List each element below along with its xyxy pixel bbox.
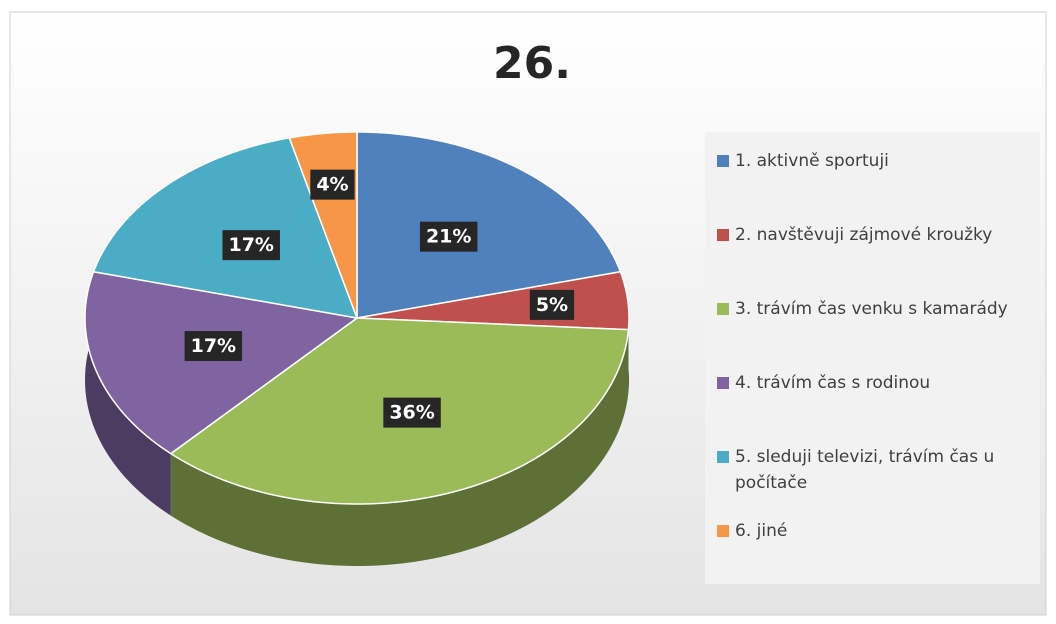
legend-swatch — [717, 303, 729, 315]
legend-swatch — [717, 451, 729, 463]
data-label: 17% — [222, 230, 280, 261]
data-label-box — [383, 397, 441, 428]
data-label: 5% — [529, 289, 575, 320]
data-label-text: 17% — [191, 335, 236, 357]
legend-swatch — [717, 377, 729, 389]
slice — [356, 131, 622, 319]
legend: 1. aktivně sportuji 2. navštěvuji zájmové… — [705, 132, 1040, 584]
legend-item: 6. jiné — [717, 518, 1030, 544]
legend-item: 4. trávím čas s rodinou — [717, 370, 1030, 396]
legend-label: 3. trávím čas venku s kamarády — [735, 299, 1008, 319]
legend-swatch — [717, 229, 729, 241]
data-label-box — [184, 331, 243, 362]
legend-label: 1. aktivně sportuji — [735, 151, 889, 171]
data-label-box — [529, 289, 575, 320]
data-label: 36% — [383, 397, 441, 428]
slice — [84, 270, 359, 455]
data-label-box — [222, 230, 280, 261]
data-label: 17% — [184, 331, 243, 362]
legend-item: 3. trávím čas venku s kamarády — [717, 296, 1030, 322]
chart-title: 26. — [493, 38, 571, 89]
slice-side — [85, 271, 171, 516]
slice — [92, 136, 359, 319]
legend-label: 4. trávím čas s rodinou — [735, 373, 931, 393]
legend-label: 5. sleduji televizi, trávím čas u počíta… — [735, 447, 995, 493]
legend-item: 5. sleduji televizi, trávím čas u počíta… — [717, 444, 1030, 496]
data-label-text: 4% — [316, 174, 348, 196]
data-label: 4% — [310, 169, 355, 200]
data-label-text: 21% — [426, 226, 471, 248]
legend-swatch — [717, 525, 729, 537]
data-label-box — [310, 169, 355, 200]
slice-side — [170, 329, 629, 566]
legend-item: 1. aktivně sportuji — [717, 148, 1030, 174]
data-labels: 21% 5% 36% 17% 17% 4% — [184, 169, 575, 428]
legend-swatch — [717, 155, 729, 167]
data-label-text: 17% — [228, 234, 273, 256]
legend-label: 6. jiné — [735, 521, 788, 541]
legend-item: 2. navštěvuji zájmové kroužky — [717, 222, 1030, 248]
data-label: 21% — [419, 221, 478, 252]
data-label-box — [419, 221, 478, 252]
legend-label: 2. navštěvuji zájmové kroužky — [735, 225, 993, 245]
data-label-text: 36% — [389, 402, 434, 424]
data-label-text: 5% — [536, 294, 568, 316]
